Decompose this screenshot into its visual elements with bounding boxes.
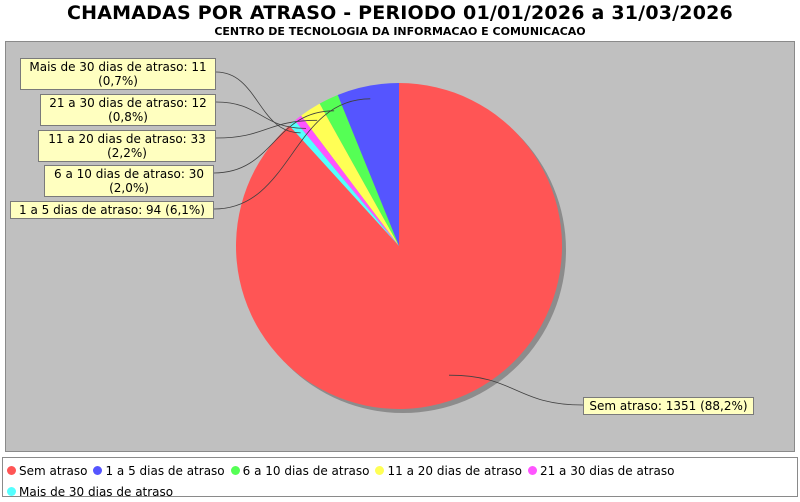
legend-label: 6 a 10 dias de atraso [242,464,370,478]
callout-label-more-than-30-days: Mais de 30 dias de atraso: 11 (0,7%) [20,58,216,90]
legend-dot-icon [7,466,16,475]
callout-text: (2,0%) [109,181,149,195]
callout-text: 1 a 5 dias de atraso: 94 (6,1%) [19,203,205,217]
leader-line-1 [213,98,371,210]
leader-line-5 [215,71,301,134]
callout-text: 6 a 10 dias de atraso: 30 [54,167,204,181]
callout-label-no-delay: Sem atraso: 1351 (88,2%) [583,397,754,415]
callout-text: (2,2%) [107,146,147,160]
chart-subtitle: CENTRO DE TECNOLOGIA DA INFORMACAO E COM… [214,25,586,38]
pie-slices [236,83,563,410]
legend-dot-icon [230,466,240,475]
callout-label-11-20-days: 11 a 20 dias de atraso: 33 (2,2%) [38,130,216,162]
legend-label: 1 a 5 dias de atraso [105,464,225,478]
pie-slice-1 [337,83,399,246]
legend-dot-icon [375,466,385,475]
legend-dot-icon [93,466,103,475]
leader-line-0 [448,374,584,406]
pie-slice-0 [236,83,563,410]
legend: Sem atraso 1 a 5 dias de atraso 6 a 10 dia… [2,457,798,499]
callout-text: Sem atraso: 1351 (88,2%) [589,399,748,413]
legend-item: 11 a 20 dias de atraso [375,462,522,481]
pie-slice-4 [294,115,399,247]
legend-item: 6 a 10 dias de atraso [230,462,370,481]
legend-dot-icon [527,466,537,475]
legend-item: Sem atraso [7,462,87,481]
legend-item: 1 a 5 dias de atraso [93,462,225,481]
callout-label-6-10-days: 6 a 10 dias de atraso: 30 (2,0%) [44,165,214,197]
callout-text: 21 a 30 dias de atraso: 12 [49,96,207,110]
legend-item: 21 a 30 dias de atraso [527,462,675,481]
legend-item: Mais de 30 dias de atraso [7,483,173,502]
legend-dot-icon [7,487,16,496]
pie-slice-2 [319,94,399,246]
pie-slice-3 [301,103,399,247]
callout-label-21-30-days: 21 a 30 dias de atraso: 12 (0,8%) [40,94,216,126]
legend-label: 11 a 20 dias de atraso [387,464,522,478]
pie-plot [5,41,795,452]
callout-text: 11 a 20 dias de atraso: 33 [48,132,206,146]
leader-line-4 [215,101,307,129]
callout-text: Mais de 30 dias de atraso: 11 [29,60,207,74]
legend-label: Sem atraso [19,464,88,478]
callout-label-1-5-days: 1 a 5 dias de atraso: 94 (6,1%) [10,201,214,219]
pie-slice-5 [289,120,399,246]
legend-label: 21 a 30 dias de atraso [539,464,675,478]
leader-lines [213,71,584,406]
chart-title: CHAMADAS POR ATRASO - PERIODO 01/01/2026… [67,2,733,24]
legend-label: Mais de 30 dias de atraso [19,485,174,499]
callout-text: (0,8%) [108,110,148,124]
callout-text: (0,7%) [98,74,138,88]
leader-line-3 [215,119,318,139]
leader-line-2 [213,110,335,174]
